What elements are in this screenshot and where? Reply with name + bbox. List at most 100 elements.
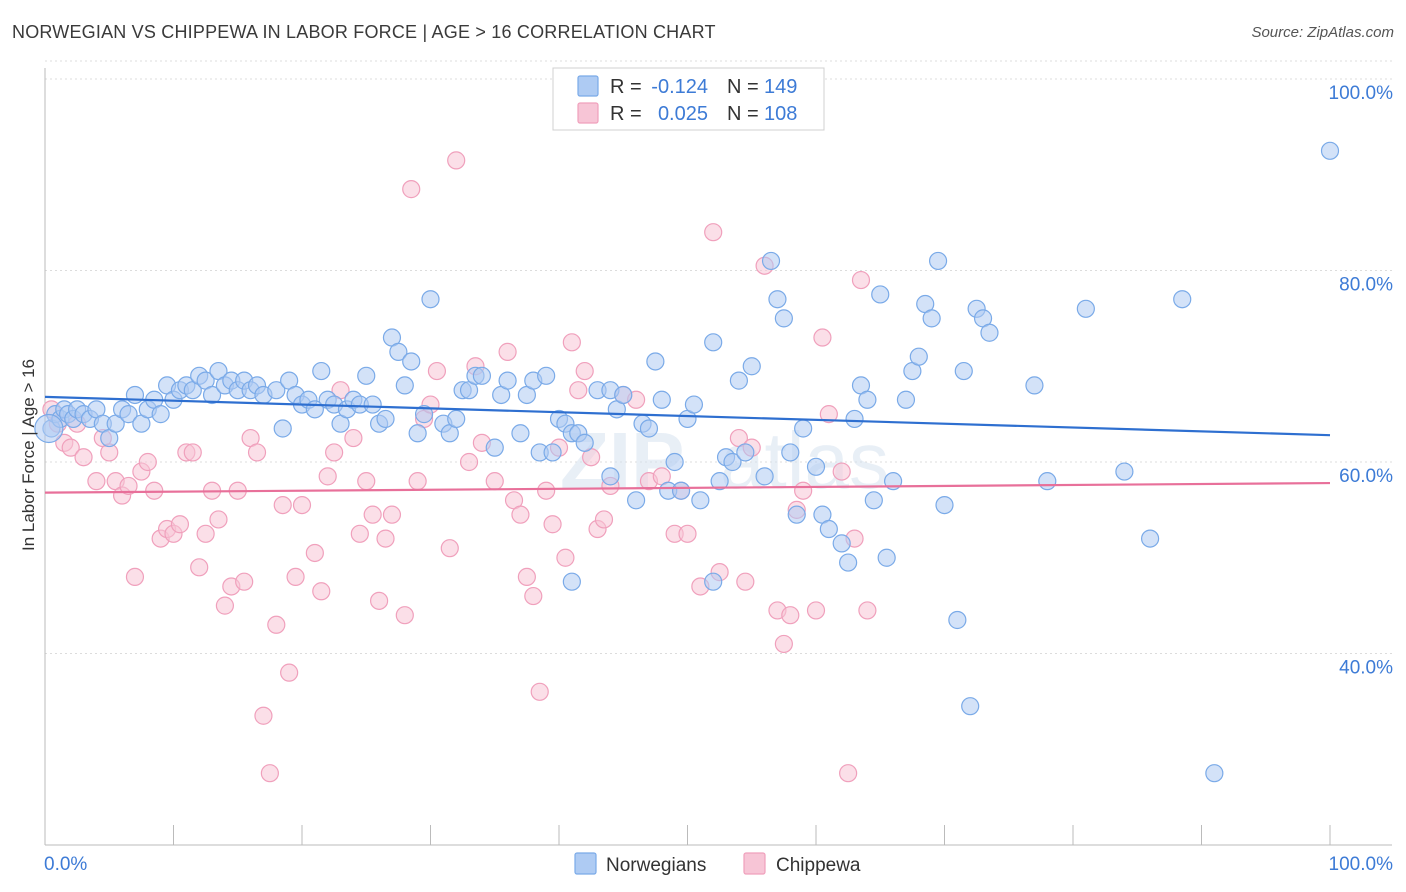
data-point-norwegians bbox=[781, 443, 800, 462]
bottom-legend-swatch-chippewa bbox=[743, 852, 766, 875]
data-point-norwegians bbox=[742, 357, 761, 376]
data-point-chippewa bbox=[61, 438, 80, 457]
data-point-chippewa bbox=[190, 558, 209, 577]
data-point-norwegians bbox=[691, 491, 710, 510]
data-point-norwegians bbox=[389, 342, 408, 361]
data-point-chippewa bbox=[678, 524, 697, 543]
data-point-chippewa bbox=[402, 180, 421, 199]
data-point-norwegians bbox=[485, 438, 504, 457]
data-point-chippewa bbox=[556, 548, 575, 567]
data-point-norwegians bbox=[723, 452, 742, 472]
data-point-chippewa bbox=[537, 481, 556, 500]
bottom-legend: Norwegians Chippewa bbox=[574, 852, 861, 876]
data-point-norwegians bbox=[376, 409, 395, 429]
data-point-norwegians bbox=[896, 390, 916, 409]
data-point-chippewa bbox=[485, 472, 504, 491]
data-point-norwegians bbox=[421, 290, 440, 309]
data-point-chippewa bbox=[312, 582, 331, 601]
data-point-chippewa bbox=[350, 524, 369, 543]
data-point-norwegians bbox=[639, 419, 659, 438]
data-point-chippewa bbox=[524, 586, 543, 606]
data-point-norwegians bbox=[1076, 299, 1095, 318]
data-point-chippewa bbox=[543, 515, 562, 534]
data-point-chippewa bbox=[447, 151, 466, 170]
data-point-norwegians bbox=[312, 361, 331, 381]
data-point-cluster bbox=[34, 413, 64, 444]
data-point-norwegians bbox=[511, 424, 530, 443]
data-point-norwegians bbox=[877, 548, 896, 567]
data-point-chippewa bbox=[498, 342, 517, 361]
data-point-chippewa bbox=[594, 510, 614, 529]
data-point-norwegians bbox=[562, 572, 581, 591]
data-point-norwegians bbox=[626, 491, 646, 510]
data-point-chippewa bbox=[209, 510, 228, 529]
data-point-chippewa bbox=[427, 361, 447, 381]
data-point-chippewa bbox=[305, 543, 324, 563]
source-credit: Source: ZipAtlas.com bbox=[1251, 24, 1394, 41]
data-point-chippewa bbox=[395, 606, 414, 625]
data-point-norwegians bbox=[447, 409, 466, 429]
data-point-norwegians bbox=[575, 433, 594, 452]
data-point-chippewa bbox=[260, 764, 279, 783]
data-point-norwegians bbox=[794, 419, 813, 438]
data-point-norwegians bbox=[543, 443, 562, 462]
bottom-legend-swatch-norwegians bbox=[574, 852, 597, 875]
data-point-norwegians bbox=[704, 333, 723, 352]
data-point-chippewa bbox=[138, 452, 157, 472]
data-point-chippewa bbox=[170, 515, 190, 534]
data-point-chippewa bbox=[183, 443, 202, 462]
data-point-chippewa bbox=[806, 601, 826, 620]
data-point-chippewa bbox=[839, 764, 858, 783]
data-point-norwegians bbox=[839, 553, 858, 572]
data-point-chippewa bbox=[851, 270, 871, 290]
data-point-chippewa bbox=[363, 505, 382, 524]
legend-n-label: N = bbox=[727, 103, 759, 125]
data-point-norwegians bbox=[761, 251, 781, 271]
legend-r-label: R = bbox=[610, 76, 642, 98]
data-point-norwegians bbox=[858, 390, 877, 409]
data-point-chippewa bbox=[357, 472, 376, 491]
data-point-norwegians bbox=[151, 405, 170, 424]
data-point-chippewa bbox=[215, 596, 234, 615]
axes bbox=[44, 68, 1392, 846]
legend-r-label: R = bbox=[610, 103, 642, 125]
y-tick-label: 40.0% bbox=[1339, 658, 1393, 679]
data-point-chippewa bbox=[569, 381, 588, 400]
data-point-norwegians bbox=[864, 491, 883, 510]
data-point-norwegians bbox=[768, 290, 787, 309]
data-point-chippewa bbox=[774, 634, 793, 654]
x-tick-labels: 0.0% 100.0% bbox=[44, 854, 1393, 875]
data-point-norwegians bbox=[806, 457, 826, 476]
data-point-chippewa bbox=[704, 223, 723, 242]
data-point-chippewa bbox=[119, 476, 138, 496]
data-point-chippewa bbox=[858, 601, 877, 620]
data-point-chippewa bbox=[511, 505, 530, 524]
data-point-norwegians bbox=[922, 309, 941, 328]
legend-n-label: N = bbox=[727, 76, 759, 98]
data-point-norwegians bbox=[1038, 472, 1057, 491]
data-point-chippewa bbox=[318, 467, 337, 486]
y-axis-label: In Labor Force | Age > 16 bbox=[19, 359, 38, 551]
data-points bbox=[34, 141, 1340, 783]
data-point-norwegians bbox=[1173, 290, 1192, 309]
data-point-norwegians bbox=[402, 352, 421, 371]
data-point-norwegians bbox=[909, 347, 928, 366]
bottom-legend-label-norwegians: Norwegians bbox=[606, 855, 706, 876]
legend: R = -0.124 N = 149 R = 0.025 N = 108 bbox=[552, 67, 825, 131]
data-point-norwegians bbox=[1320, 141, 1340, 160]
data-point-norwegians bbox=[729, 371, 749, 390]
data-point-chippewa bbox=[794, 481, 813, 500]
data-point-chippewa bbox=[196, 524, 215, 543]
trend-line-chippewa bbox=[44, 481, 1331, 494]
data-point-chippewa bbox=[408, 472, 427, 491]
data-point-norwegians bbox=[537, 366, 556, 385]
data-point-norwegians bbox=[1025, 376, 1044, 395]
data-point-norwegians bbox=[871, 285, 890, 304]
data-point-norwegians bbox=[684, 395, 704, 414]
data-point-norwegians bbox=[961, 697, 980, 716]
y-tick-labels: 40.0% 60.0% 80.0% 100.0% bbox=[1329, 83, 1394, 679]
data-point-chippewa bbox=[382, 505, 402, 524]
data-point-chippewa bbox=[376, 529, 395, 548]
data-point-chippewa bbox=[286, 567, 305, 587]
data-point-chippewa bbox=[235, 572, 254, 591]
